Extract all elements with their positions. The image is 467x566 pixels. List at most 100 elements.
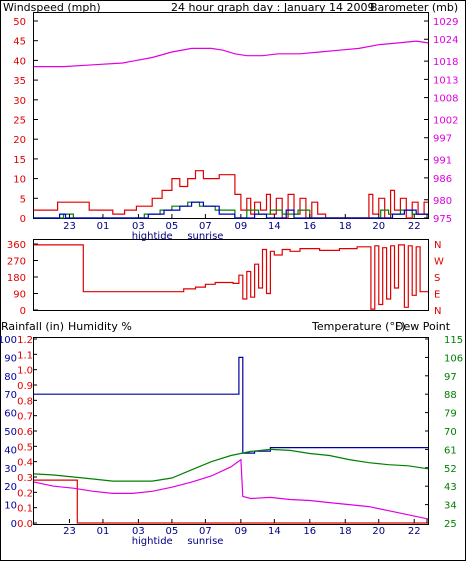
windspeed-axis-label: Windspeed (mph) (3, 1, 101, 14)
gust-line (34, 201, 428, 219)
temperature-tick-label: 115 (444, 335, 463, 346)
barometer-tick-label: 1024 (433, 35, 458, 46)
windspeed-tick-label: 50 (13, 17, 26, 28)
rain-tick-label: 0.4 (17, 458, 33, 469)
rain-x-tick-label: 23 (63, 526, 76, 537)
rain-x-tick-label: 18 (339, 526, 352, 537)
barometer-tick-label: 1013 (433, 75, 458, 86)
temperature-tick-label: 106 (444, 353, 463, 364)
compass-tick-label: W (434, 257, 444, 268)
rain-panel-frame (33, 337, 429, 525)
windspeed-tick-label: 45 (13, 37, 26, 48)
rain-tick-label: 0.8 (17, 396, 33, 407)
direction-tick-label: 180 (7, 273, 26, 284)
dewpoint-axis-label: Dew Point (395, 320, 451, 333)
humidity-tick-label: 100 (0, 335, 17, 346)
wind-sunrise-label: sunrise (187, 231, 223, 242)
wind-direction-line (34, 244, 428, 310)
windspeed-tick-label: 30 (13, 96, 26, 107)
barometer-line (34, 40, 429, 68)
rain-x-tick-label: 22 (408, 526, 421, 537)
barometer-tick-label: 991 (433, 156, 452, 167)
wind-x-tick-label: 03 (132, 221, 145, 232)
humidity-tick-label: 10 (4, 501, 17, 512)
windspeed-tick-label: 10 (13, 175, 26, 186)
temperature-axis-label: Temperature (°F) (311, 320, 406, 333)
windspeed-tick-label: 25 (13, 116, 26, 127)
direction-tick-label: 360 (7, 240, 26, 251)
rain-x-tick-label: 16 (303, 526, 316, 537)
wind-x-tick-label: 20 (372, 221, 385, 232)
barometer-tick-label: 1029 (433, 17, 458, 28)
rain-tick-label: 0.2 (17, 488, 33, 499)
temperature-tick-label: 43 (444, 482, 457, 493)
graph-title: 24 hour graph day : January 14 2009 (171, 1, 375, 14)
temperature-tick-label: 25 (444, 519, 457, 530)
wind-x-tick-label: 07 (199, 221, 212, 232)
rain-tick-label: 0.9 (17, 381, 33, 392)
humidity-tick-label: 60 (4, 409, 17, 420)
barometer-tick-label: 1002 (433, 116, 458, 127)
rainfall-axis-label: Rainfall (in) (1, 320, 64, 333)
windspeed-tick-label: 15 (13, 155, 26, 166)
compass-tick-label: E (434, 290, 440, 301)
barometer-tick-label: 1018 (433, 57, 458, 68)
temperature-tick-label: 61 (444, 445, 457, 456)
humidity-tick-label: 0 (11, 519, 17, 530)
humidity-tick-label: 30 (4, 464, 17, 475)
windspeed-tick-label: 20 (13, 135, 26, 146)
rain-x-tick-label: 20 (372, 526, 385, 537)
humidity-tick-label: 20 (4, 482, 17, 493)
humidity-tick-label: 90 (4, 353, 17, 364)
temperature-tick-label: 70 (444, 427, 457, 438)
rain-x-tick-label: 07 (199, 526, 212, 537)
temperature-tick-label: 34 (444, 501, 457, 512)
rain-hightide-label: hightide (132, 536, 173, 547)
wind-x-tick-label: 18 (339, 221, 352, 232)
humidity-line (34, 356, 428, 454)
windspeed-line (34, 170, 428, 219)
rainfall-line (34, 479, 428, 524)
rain-tick-label: 1.2 (17, 335, 33, 346)
wind-x-tick-label: 01 (97, 221, 110, 232)
rain-x-tick-label: 03 (132, 526, 145, 537)
wind-x-tick-label: 16 (303, 221, 316, 232)
rain-humidity-temperature-chart: 01020304050607080901000.00.10.20.30.40.5… (0, 335, 463, 547)
wind-hightide-label: hightide (132, 231, 173, 242)
windspeed-tick-label: 35 (13, 76, 26, 87)
rain-tick-label: 0.1 (17, 504, 33, 515)
humidity-tick-label: 70 (4, 390, 17, 401)
barometer-tick-label: 980 (433, 196, 452, 207)
compass-tick-label: N (434, 240, 441, 251)
rain-tick-label: 0.7 (17, 412, 33, 423)
humidity-tick-label: 40 (4, 445, 17, 456)
wind-x-tick-label: 14 (268, 221, 281, 232)
temperature-line (33, 448, 429, 482)
compass-tick-label: N (434, 306, 441, 317)
wind-x-tick-label: 09 (234, 221, 247, 232)
rain-x-tick-label: 05 (166, 526, 179, 537)
temperature-tick-label: 79 (444, 409, 457, 420)
windspeed-tick-label: 5 (20, 194, 26, 205)
humidity-tick-label: 50 (4, 427, 17, 438)
rain-tick-label: 0.6 (17, 427, 33, 438)
rain-x-tick-label: 09 (234, 526, 247, 537)
rain-tick-label: 1.0 (17, 366, 33, 377)
barometer-tick-label: 1008 (433, 94, 458, 105)
temperature-tick-label: 97 (444, 372, 457, 383)
direction-tick-label: 0 (20, 306, 26, 317)
temperature-tick-label: 52 (444, 464, 457, 475)
wind-x-tick-label: 05 (166, 221, 179, 232)
windspeed-tick-label: 0 (20, 214, 26, 225)
barometer-tick-label: 986 (433, 174, 452, 185)
rain-tick-label: 0.5 (17, 442, 33, 453)
rain-x-tick-label: 14 (268, 526, 281, 537)
windspeed-tick-label: 40 (13, 56, 26, 67)
direction-tick-label: 270 (7, 257, 26, 268)
direction-tick-label: 90 (13, 290, 26, 301)
rain-sunrise-label: sunrise (187, 536, 223, 547)
dewpoint-line (33, 458, 429, 520)
rain-tick-label: 1.1 (17, 350, 33, 361)
